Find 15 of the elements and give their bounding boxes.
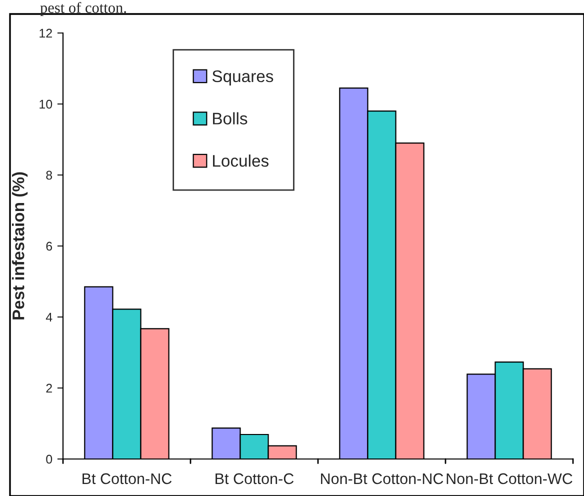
y-tick-label: 6	[46, 242, 52, 251]
y-axis-title: Pest infestaion (%)	[12, 172, 28, 320]
legend-label: Locules	[213, 154, 269, 167]
y-tick-label: 0	[46, 454, 52, 464]
y-tick-label: 10	[40, 100, 52, 109]
x-tick-label: Bt Cotton-C	[216, 473, 294, 484]
x-tick-label: Bt Cotton-NC	[82, 473, 172, 484]
legend-label: Squares	[212, 70, 274, 86]
legend-label: Bolls	[213, 112, 248, 124]
y-tick-label: 12	[40, 28, 52, 38]
x-tick-label: Non-Bt Cotton-WC	[446, 473, 572, 484]
y-tick-label: 8	[46, 170, 52, 180]
y-tick-label: 2	[46, 384, 52, 393]
y-tick-label: 4	[46, 312, 52, 322]
x-tick-label: Non-Bt Cotton-NC	[321, 473, 444, 484]
